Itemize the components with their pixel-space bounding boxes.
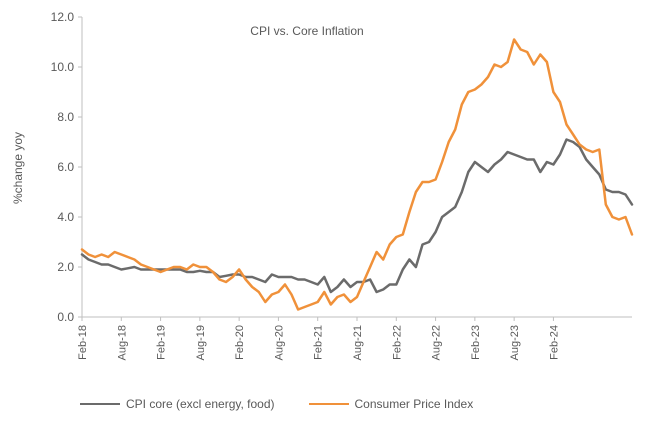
- x-tick-label: Aug-19: [195, 325, 207, 360]
- legend-item-core: CPI core (excl energy, food): [80, 397, 275, 411]
- x-tick-label: Feb-18: [77, 325, 89, 360]
- x-tick-label: Aug-21: [352, 325, 364, 360]
- x-tick-label: Feb-21: [313, 325, 325, 360]
- y-tick-label: 6.0: [57, 160, 74, 174]
- x-tick-label: Aug-20: [273, 325, 285, 360]
- y-tick-label: 10.0: [51, 60, 75, 74]
- y-tick-label: 8.0: [57, 110, 74, 124]
- x-tick-label: Feb-22: [391, 325, 403, 360]
- legend-item-cpi: Consumer Price Index: [308, 397, 474, 411]
- legend-label-core: CPI core (excl energy, food): [126, 397, 275, 411]
- y-tick-label: 4.0: [57, 210, 74, 224]
- x-tick-label: Feb-24: [548, 325, 560, 360]
- legend-swatch-cpi: [308, 403, 349, 405]
- x-tick-label: Aug-23: [509, 325, 521, 360]
- legend-label-cpi: Consumer Price Index: [354, 397, 474, 411]
- x-tick-label: Feb-19: [156, 325, 168, 360]
- series-line-cpi: [80, 38, 634, 311]
- series-lines: [80, 38, 634, 311]
- y-axis-title: %change yoy: [11, 132, 25, 204]
- axes: [81, 17, 632, 318]
- x-tick-label: Feb-23: [470, 325, 482, 360]
- x-tick-label: Aug-18: [116, 325, 128, 360]
- x-tick-label: Feb-20: [234, 325, 246, 360]
- x-tick-label: Aug-22: [431, 325, 443, 360]
- chart-title: CPI vs. Core Inflation: [250, 24, 363, 38]
- legend-swatch-core: [80, 403, 120, 405]
- legend: CPI core (excl energy, food) Consumer Pr…: [80, 394, 507, 414]
- y-axis-ticks: 0.0 2.0 4.0 6.0 8.0 10.0 12.0: [51, 10, 82, 324]
- y-tick-label: 0.0: [57, 310, 74, 324]
- y-tick-label: 12.0: [51, 10, 75, 24]
- series-line-core: [80, 138, 634, 294]
- x-axis-ticks: Feb-18 Aug-18 Feb-19 Aug-19 Feb-20 Aug-20 Feb-…: [77, 317, 560, 360]
- y-tick-label: 2.0: [57, 260, 74, 274]
